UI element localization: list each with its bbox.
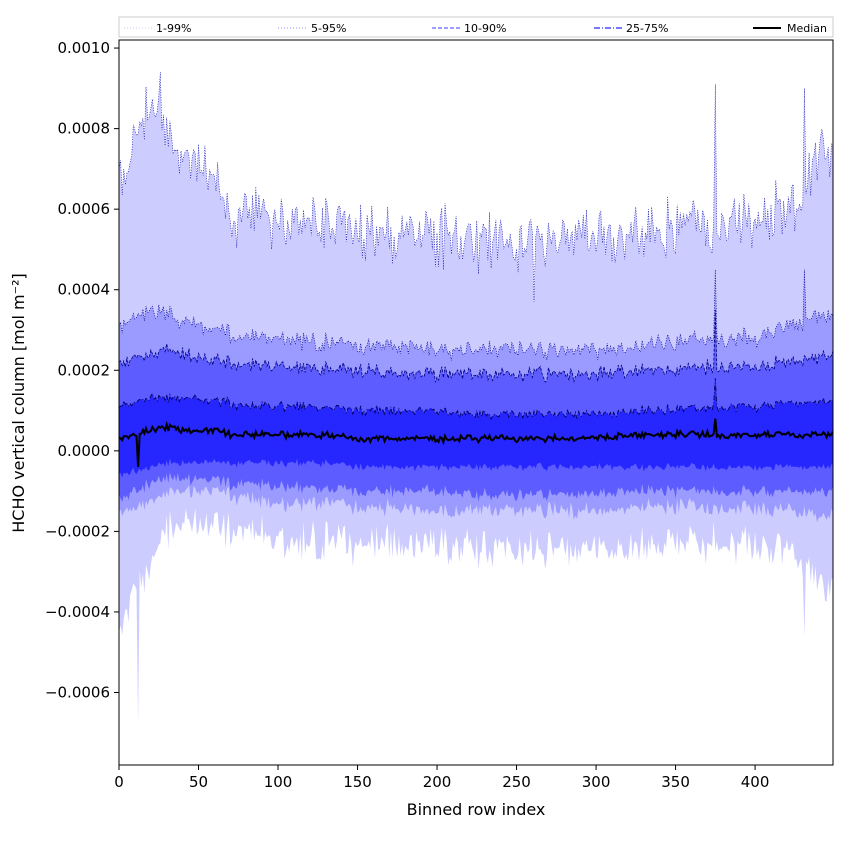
y-tick-label: 0.0010: [58, 39, 111, 57]
y-tick-label: 0.0006: [58, 200, 111, 218]
y-tick-label: −0.0004: [45, 603, 110, 621]
line-p90: [119, 309, 833, 383]
y-tick-label: 0.0000: [58, 442, 111, 460]
x-tick-label: 50: [189, 773, 208, 791]
legend-label-5-95: 5-95%: [311, 22, 346, 35]
legend-entry-25-75: 25-75%: [594, 22, 668, 35]
x-tick-label: 250: [502, 773, 531, 791]
line-p95: [119, 269, 833, 361]
plot-frame: [118, 39, 834, 766]
legend-entry-median: Median: [753, 22, 827, 35]
line-p99: [119, 72, 833, 302]
legend-entry-10-90: 10-90%: [432, 22, 506, 35]
legend-entry-5-95: 5-95%: [278, 22, 346, 35]
legend-label-25-75: 25-75%: [626, 22, 668, 35]
line-median: [119, 418, 833, 467]
plot-layer: [119, 72, 833, 725]
legend-label-1-99: 1-99%: [156, 22, 191, 35]
x-tick-label: 150: [343, 773, 372, 791]
legend-frame: [118, 16, 834, 38]
legend: 1-99% 5-95% 10-90% 25-75% Median: [118, 16, 834, 38]
line-p75: [119, 378, 833, 421]
legend-entry-1-99: 1-99%: [124, 22, 191, 35]
y-tick-label: −0.0002: [45, 522, 110, 540]
band-25-75: [119, 378, 833, 478]
axis-ticks: 0 50 100 150 200 250 300 350 400 −0.0006 −0.0004 −0…: [45, 39, 769, 791]
legend-label-median: Median: [787, 22, 827, 35]
y-axis-title: HCHO vertical column [mol m⁻²]: [9, 273, 28, 532]
y-tick-label: 0.0004: [58, 281, 111, 299]
y-tick-label: 0.0002: [58, 361, 111, 379]
x-tick-label: 0: [114, 773, 124, 791]
x-tick-label: 350: [661, 773, 690, 791]
y-tick-label: 0.0008: [58, 120, 111, 138]
x-axis-title: Binned row index: [407, 800, 546, 819]
x-tick-label: 200: [423, 773, 452, 791]
legend-label-10-90: 10-90%: [464, 22, 506, 35]
y-tick-label: −0.0006: [45, 684, 110, 702]
x-tick-label: 100: [264, 773, 293, 791]
x-tick-label: 400: [741, 773, 770, 791]
x-tick-label: 300: [582, 773, 611, 791]
